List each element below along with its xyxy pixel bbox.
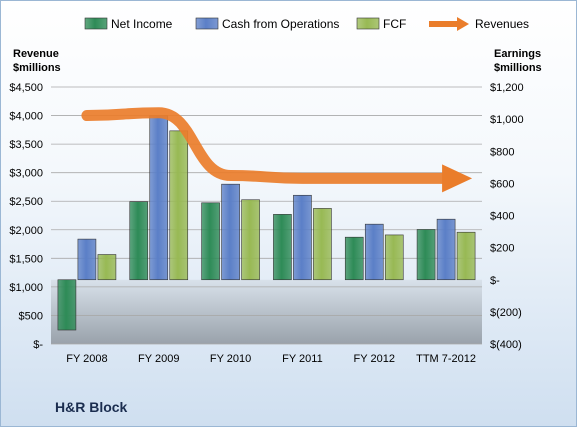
right-axis-title-line-2: $millions: [494, 62, 542, 74]
bar: [273, 214, 292, 281]
category-label: FY 2012: [354, 353, 395, 365]
bar: [241, 199, 260, 281]
right-axis-title: Earnings $millions: [494, 47, 542, 75]
category-label: FY 2010: [210, 353, 251, 365]
legend-swatch: [84, 17, 108, 30]
right-tick-label: $200: [490, 243, 514, 255]
negative-region-shading: [51, 279, 482, 344]
bar: [293, 194, 312, 281]
legend-label: Net Income: [111, 17, 173, 31]
bar: [57, 279, 77, 331]
bar: [77, 238, 97, 281]
right-axis-title-line-1: Earnings: [494, 48, 542, 60]
left-tick-label: $4,500: [9, 82, 43, 94]
right-tick-label: $1,000: [490, 114, 524, 126]
revenues-arrowhead: [442, 164, 473, 193]
category-label: FY 2009: [138, 353, 179, 365]
bar: [436, 218, 456, 281]
legend-label: Revenues: [475, 17, 529, 31]
bar: [313, 208, 332, 281]
legend: Net Income Cash from Operations FCF Revenue…: [84, 17, 529, 31]
left-tick-label: $3,000: [9, 168, 43, 180]
right-tick-label: $800: [490, 146, 514, 158]
left-tick-label: $2,500: [9, 196, 43, 208]
left-axis-title: Revenue $millions: [13, 47, 61, 75]
bar: [129, 201, 149, 281]
right-tick-label: $600: [490, 178, 514, 190]
legend-swatch: [195, 17, 219, 30]
left-axis-title-line-1: Revenue: [13, 48, 59, 60]
legend-label: Cash from Operations: [222, 17, 339, 31]
legend-swatch-arrow: [457, 17, 469, 31]
left-axis-title-line-2: $millions: [13, 62, 61, 74]
left-tick-label: $2,000: [9, 225, 43, 237]
category-label: TTM 7-2012: [416, 353, 476, 365]
legend-label: FCF: [383, 17, 406, 31]
bar: [149, 115, 169, 281]
right-tick-label: $(200): [490, 307, 522, 319]
bar: [384, 234, 404, 281]
bar: [169, 130, 189, 281]
company-name: H&R Block: [55, 399, 128, 415]
right-tick-label: $1,200: [490, 82, 524, 94]
bar: [416, 229, 436, 281]
left-tick-label: $3,500: [9, 139, 43, 151]
bar: [221, 183, 240, 281]
bar: [344, 236, 364, 281]
revenues-line: [81, 107, 452, 184]
left-tick-label: $-: [33, 339, 43, 351]
legend-swatch: [356, 17, 380, 30]
right-tick-label: $-: [490, 275, 500, 287]
bar: [97, 254, 117, 281]
bar: [201, 202, 220, 281]
category-label: FY 2008: [66, 353, 107, 365]
left-tick-label: $500: [19, 310, 43, 322]
right-tick-label: $(400): [490, 339, 522, 351]
bar: [364, 223, 384, 281]
left-tick-label: $4,000: [9, 111, 43, 123]
left-tick-label: $1,500: [9, 253, 43, 265]
bar: [456, 231, 476, 281]
right-tick-label: $400: [490, 211, 514, 223]
category-label: FY 2011: [282, 353, 323, 365]
left-tick-label: $1,000: [9, 282, 43, 294]
